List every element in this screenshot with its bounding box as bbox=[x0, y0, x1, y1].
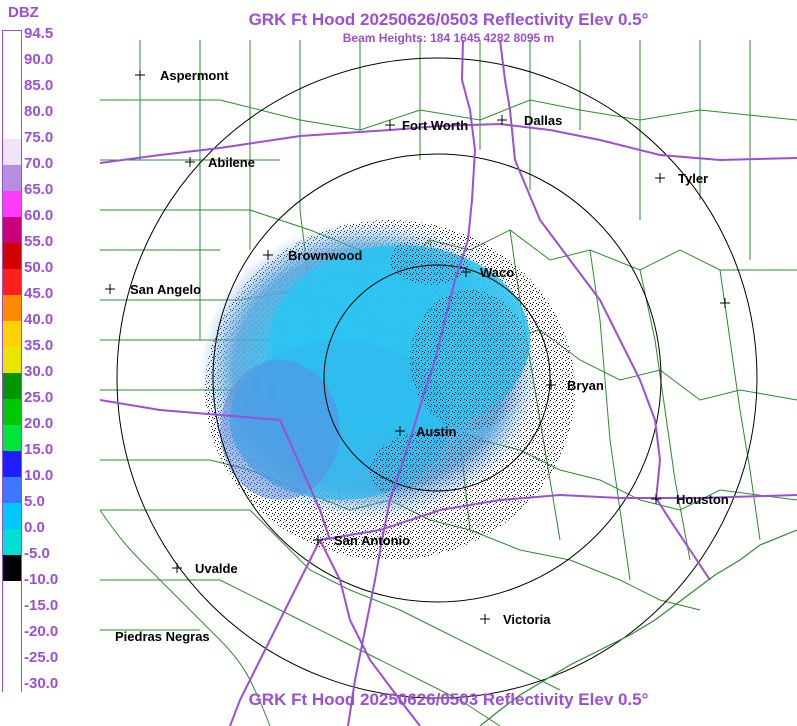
city-marker: San Angelo bbox=[105, 282, 201, 297]
legend-swatch bbox=[3, 295, 21, 321]
city-marker: Waco bbox=[461, 265, 514, 280]
legend-label: 45.0 bbox=[24, 285, 54, 302]
legend-label: 90.0 bbox=[24, 51, 54, 68]
legend-swatch bbox=[3, 555, 21, 581]
legend-swatch bbox=[3, 581, 21, 607]
legend-swatch bbox=[3, 373, 21, 399]
coastline bbox=[479, 529, 797, 726]
legend-label: -5.0 bbox=[24, 545, 50, 562]
legend-swatch bbox=[3, 451, 21, 477]
beam-heights: Beam Heights: 184 1645 4282 8095 m bbox=[342, 31, 555, 45]
city-label: Victoria bbox=[503, 612, 551, 627]
city-marker: Tyler bbox=[655, 171, 708, 186]
legend-swatch bbox=[3, 399, 21, 425]
legend-swatch bbox=[3, 191, 21, 217]
reflectivity-echoes bbox=[200, 220, 575, 560]
city-label: Piedras Negras bbox=[115, 629, 210, 644]
legend-label: 30.0 bbox=[24, 363, 54, 380]
legend-swatch bbox=[3, 243, 21, 269]
legend-swatch bbox=[3, 425, 21, 451]
legend-swatch bbox=[3, 477, 21, 503]
legend-label: 70.0 bbox=[24, 155, 54, 172]
legend-label: 10.0 bbox=[24, 467, 54, 484]
city-marker: Aspermont bbox=[135, 68, 229, 83]
legend-label: -25.0 bbox=[24, 649, 59, 666]
highways bbox=[100, 40, 797, 726]
legend-label: 60.0 bbox=[24, 207, 54, 224]
legend-label: 75.0 bbox=[24, 129, 54, 146]
city-label: Houston bbox=[676, 492, 729, 507]
city-marker: San Antonio bbox=[313, 533, 410, 548]
legend-label: 25.0 bbox=[24, 389, 54, 406]
legend-label: 80.0 bbox=[24, 103, 54, 120]
city-marker: Uvalde bbox=[172, 561, 238, 576]
city-label: Abilene bbox=[208, 155, 255, 170]
city-marker: Fort Worth bbox=[385, 118, 468, 133]
legend-swatch bbox=[3, 503, 21, 529]
legend-swatch bbox=[3, 61, 21, 87]
legend-label: 20.0 bbox=[24, 415, 54, 432]
city-marker: Piedras Negras bbox=[115, 629, 210, 644]
legend-label: 65.0 bbox=[24, 181, 54, 198]
legend-swatch bbox=[3, 607, 21, 633]
legend-swatch bbox=[3, 139, 21, 165]
legend-label: -30.0 bbox=[24, 675, 59, 692]
legend-label: 35.0 bbox=[24, 337, 54, 354]
legend-swatch bbox=[3, 659, 21, 685]
city-label: Uvalde bbox=[195, 561, 238, 576]
legend-swatch bbox=[3, 87, 21, 113]
city-label: Austin bbox=[416, 424, 457, 439]
city-label: Dallas bbox=[524, 113, 562, 128]
footer-title: GRK Ft Hood 20250626/0503 Reflectivity E… bbox=[248, 690, 649, 709]
city-label: Waco bbox=[480, 265, 514, 280]
legend-label: -10.0 bbox=[24, 571, 59, 588]
legend-label: -15.0 bbox=[24, 597, 59, 614]
legend-swatch bbox=[3, 347, 21, 373]
city-marker: Austin bbox=[395, 424, 457, 439]
legend-label: 40.0 bbox=[24, 311, 54, 328]
legend-swatch bbox=[3, 529, 21, 555]
radar-map: Aspermont Fort Worth Dallas Abilene Tyler Bro… bbox=[100, 40, 797, 726]
product-title: GRK Ft Hood 20250626/0503 Reflectivity E… bbox=[248, 10, 649, 29]
legend-label: 0.0 bbox=[24, 519, 45, 536]
legend-label: 55.0 bbox=[24, 233, 54, 250]
legend-swatch bbox=[3, 269, 21, 295]
city-label: Aspermont bbox=[160, 68, 229, 83]
legend-swatch bbox=[3, 35, 21, 61]
city-label: San Antonio bbox=[334, 533, 410, 548]
city-label: Brownwood bbox=[288, 248, 362, 263]
legend-label: 50.0 bbox=[24, 259, 54, 276]
legend-label: 94.5 bbox=[24, 25, 54, 42]
city-marker: Bryan bbox=[546, 378, 604, 393]
legend-swatch bbox=[3, 165, 21, 191]
legend-unit: DBZ bbox=[8, 4, 39, 21]
legend-swatch bbox=[3, 113, 21, 139]
legend-swatch bbox=[3, 685, 21, 711]
city-label: Tyler bbox=[678, 171, 708, 186]
city-marker bbox=[720, 298, 730, 308]
city-label: Fort Worth bbox=[402, 118, 468, 133]
city-marker: Brownwood bbox=[263, 248, 362, 263]
city-marker: Dallas bbox=[497, 113, 562, 128]
color-legend bbox=[2, 30, 22, 711]
city-marker: Abilene bbox=[185, 155, 255, 170]
city-label: Bryan bbox=[567, 378, 604, 393]
city-marker: Houston bbox=[651, 492, 729, 507]
legend-label: 15.0 bbox=[24, 441, 54, 458]
legend-swatch bbox=[3, 217, 21, 243]
city-label: San Angelo bbox=[130, 282, 201, 297]
legend-label: -20.0 bbox=[24, 623, 59, 640]
city-marker: Victoria bbox=[480, 612, 551, 627]
legend-label: 85.0 bbox=[24, 77, 54, 94]
legend-swatch bbox=[3, 321, 21, 347]
range-rings bbox=[116, 57, 758, 699]
legend-label: 5.0 bbox=[24, 493, 45, 510]
legend-swatch bbox=[3, 633, 21, 659]
